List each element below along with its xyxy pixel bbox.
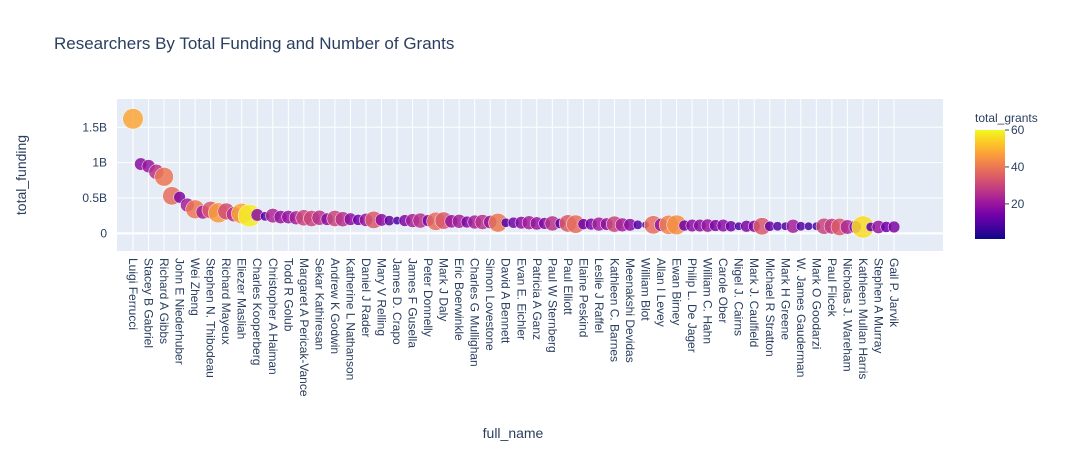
x-tick-label: Paul Elliott [561,258,575,315]
x-tick-label: Allan I Levey [654,258,668,327]
x-tick-label: Luigi Ferrucci [126,258,140,330]
x-tick-label: Mark O Goodarzi [809,258,823,349]
x-tick-label: Kathleen C. Barnes [607,258,621,362]
x-tick-label: Charles G Mullighan [468,258,482,367]
x-tick-label: Kathleen Mullan Harris [856,258,870,379]
x-tick-label: Nigel J. Cairns [732,258,746,336]
y-axis-title: total_funding [13,135,29,215]
chart-title: Researchers By Total Funding and Number … [54,34,455,53]
data-point [632,219,643,230]
data-point [804,221,814,231]
colorbar-tick-label: 40 [1011,160,1025,174]
x-tick-label: Katherine L Nathanson [343,258,357,380]
colorbar [975,130,1005,239]
y-tick-label: 0 [100,226,107,240]
x-tick-label: Patricia A Ganz [530,258,544,340]
x-tick-label: Simon Lovestone [483,258,497,351]
x-tick-label: James D. Crapo [390,258,404,345]
x-tick-label: William Blot [639,258,653,321]
x-tick-label: Mark J. Caulfield [747,258,761,347]
x-tick-label: Andrew K Godwin [328,258,342,354]
x-tick-label: Richard Mayeux [219,258,233,345]
x-tick-label: Paul W Sternberg [545,258,559,353]
x-tick-label: Nicholas J. Wareham [840,258,854,372]
x-tick-label: Richard A Gibbs [157,258,171,344]
x-tick-label: Leslie J Raffel [592,258,606,333]
x-tick-label: John E Niederhuber [173,258,187,365]
x-tick-label: Carole Ober [716,258,730,323]
x-tick-label: Stephen A Murray [871,258,885,353]
x-tick-label: Christopher A Haiman [266,258,280,375]
x-tick-label: Michael R Stratton [763,258,777,357]
colorbar-tick-label: 60 [1011,123,1025,137]
x-tick-label: Philip L. De Jager [685,258,699,353]
x-tick-label: Mark H Greene [778,258,792,340]
x-tick-label: Paul Flicek [825,258,839,318]
x-tick-label: Eric Boerwinkle [452,258,466,341]
x-tick-label: William C. Hahn [701,258,715,344]
x-tick-label: Meenakshi Devidas [623,258,637,363]
x-tick-label: Daniel J Rader [359,258,373,337]
y-tick-label: 0.5B [82,191,107,205]
data-point [154,167,174,187]
x-tick-label: Ewan Birney [670,258,684,325]
x-tick-label: Charles Kooperberg [250,258,264,365]
data-point [122,108,144,130]
x-tick-label: Wei Zheng [188,258,202,316]
x-tick-label: Stephen N. Thibodeau [204,258,218,378]
colorbar-tick-label: 20 [1011,197,1025,211]
x-tick-label: Margaret A Pericak-Vance [297,258,311,397]
x-tick-label: Elaine Peskind [576,258,590,337]
x-tick-label: W. James Gauderman [794,258,808,377]
y-tick-label: 1B [92,156,107,170]
x-tick-label: Mark J Daly [437,258,451,321]
data-point [795,221,806,232]
x-tick-label: Gail P. Jarvik [887,258,901,328]
x-tick-label: Stacey B Gabriel [142,258,156,348]
x-tick-label: David A Bennett [499,258,513,344]
colorbar-title: total_grants [975,111,1038,125]
x-tick-label: Peter Donnelly [421,258,435,337]
data-point [772,221,783,232]
x-tick-label: Mary V Relling [374,258,388,336]
data-point [887,220,901,234]
x-tick-label: Sekar Kathiresan [312,258,326,350]
x-axis-title: full_name [483,425,544,441]
x-tick-label: Eliezer Masliah [235,258,249,339]
x-tick-label: Evan E. Eichler [514,258,528,340]
x-tick-label: James F Gusella [406,258,420,348]
y-tick-label: 1.5B [82,120,107,134]
x-tick-label: Todd R Golub [281,258,295,332]
